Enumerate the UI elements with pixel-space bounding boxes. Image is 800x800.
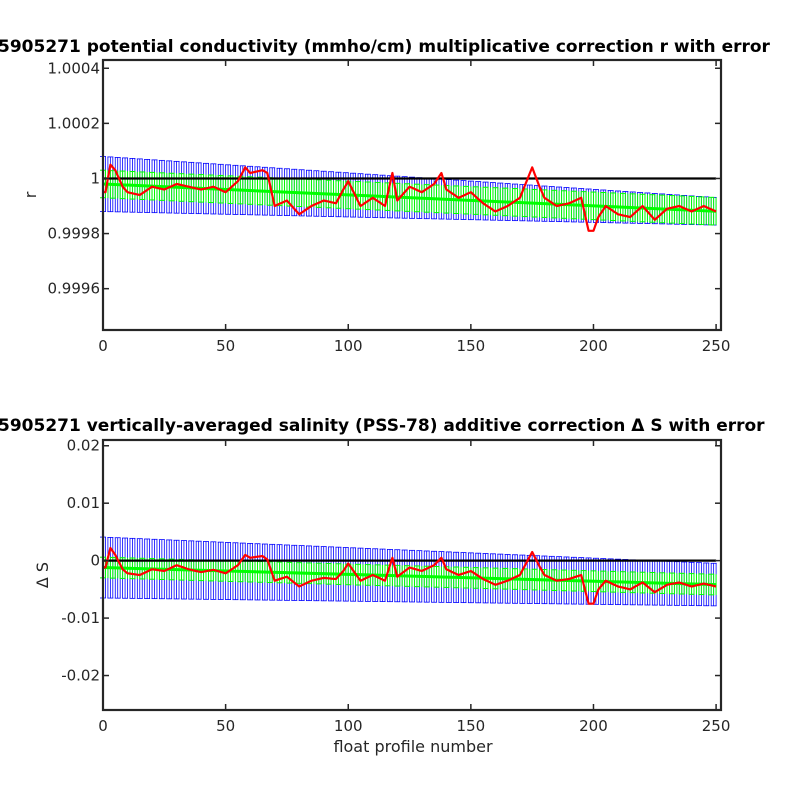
- x-tick-label: 250: [702, 337, 731, 355]
- x-tick-label: 250: [702, 717, 731, 735]
- plot-area-delta-s: 0 50 100 150 200 250 -0.02 -0.01 0 0.01 0.02: [61, 437, 730, 735]
- panel-r: 5905271 potential conductivity (mmho/cm)…: [0, 37, 771, 355]
- y-tick-label: 1.0002: [48, 114, 101, 132]
- y-tick-label: 0.9998: [48, 225, 101, 243]
- x-tick-label: 100: [334, 337, 363, 355]
- y-tick-label: 0.02: [67, 437, 100, 455]
- x-tick-label: 100: [334, 717, 363, 735]
- x-axis-label: float profile number: [333, 737, 493, 756]
- y-axis-label-delta-s: Δ S: [33, 562, 52, 588]
- plot-area-r: 0 50 100 150 200 250 0.9996 0.9998 1 1.0002 1.0004: [48, 58, 731, 355]
- profile-fit-line: [103, 546, 717, 605]
- x-tick-label: 150: [457, 337, 486, 355]
- x-tick-label: 50: [216, 337, 235, 355]
- panel-delta-s: 5905271 vertically-averaged salinity (PS…: [0, 416, 765, 756]
- profile-fit-line: [103, 163, 717, 232]
- axes-box: [101, 438, 723, 712]
- y-tick-label: 0.01: [67, 494, 100, 512]
- y-tick-label: 1.0004: [48, 59, 101, 77]
- x-tick-label: 150: [457, 717, 486, 735]
- y-tick-label: 0.9996: [48, 280, 101, 298]
- y-tick-label: 1: [90, 169, 100, 187]
- y-tick-label: -0.01: [61, 609, 100, 627]
- y-axis-label-r: r: [21, 191, 40, 198]
- x-tick-label: 200: [579, 717, 608, 735]
- x-tick-label: 50: [216, 717, 235, 735]
- x-tick-label: 200: [579, 337, 608, 355]
- x-tick-label: 0: [98, 717, 108, 735]
- axes-box: [101, 58, 723, 332]
- y-tick-label: -0.02: [61, 667, 100, 685]
- x-tick-label: 0: [98, 337, 108, 355]
- y-tick-label: 0: [90, 552, 100, 570]
- chart-title-r: 5905271 potential conductivity (mmho/cm)…: [0, 37, 771, 57]
- chart-title-delta-s: 5905271 vertically-averaged salinity (PS…: [0, 416, 765, 436]
